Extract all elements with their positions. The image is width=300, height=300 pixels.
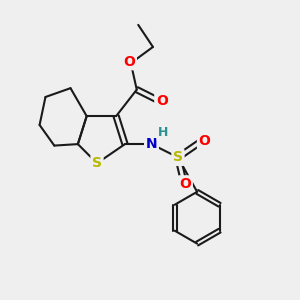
Text: O: O bbox=[199, 134, 210, 148]
Text: O: O bbox=[156, 94, 168, 108]
Text: H: H bbox=[158, 126, 168, 140]
Text: O: O bbox=[179, 177, 191, 191]
Text: S: S bbox=[92, 156, 102, 170]
Text: S: S bbox=[173, 150, 183, 164]
Text: O: O bbox=[124, 55, 135, 69]
Text: N: N bbox=[146, 137, 157, 151]
